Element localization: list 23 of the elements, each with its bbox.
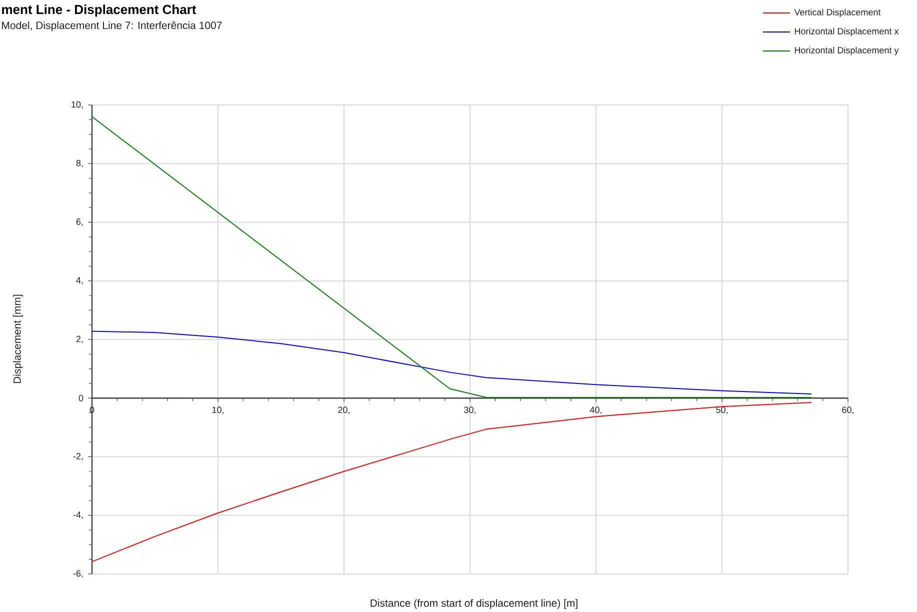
y-tick-label: 6, xyxy=(76,218,83,226)
x-tick-label: 40, xyxy=(590,406,602,414)
chart-subtitle: Model, Displacement Line 7: Interferência 1007 xyxy=(2,21,222,32)
y-tick-label: -4, xyxy=(73,512,83,520)
legend-label: Horizontal Displacement x xyxy=(794,28,899,36)
legend-label: Horizontal Displacement y xyxy=(794,46,899,56)
legend-label: Vertical Displacement xyxy=(794,8,881,18)
x-tick-label: 20, xyxy=(338,406,350,414)
chart-title: ment Line - Displacement Chart xyxy=(2,4,196,17)
y-tick-label: -6, xyxy=(73,570,83,578)
y-tick-label: 10, xyxy=(72,101,83,109)
y-tick-label: 0 xyxy=(78,394,84,402)
y-axis-title: Displacement [mm] xyxy=(13,294,23,384)
x-axis-title: Distance (from start of displacement line) [m] xyxy=(370,599,578,609)
y-tick-label: 4, xyxy=(76,277,83,285)
line-series xyxy=(92,330,812,395)
x-tick-label: 60, xyxy=(842,406,854,414)
y-tick-label: 2, xyxy=(76,336,83,344)
y-tick-label: -2, xyxy=(73,453,83,460)
y-tick-label: 8, xyxy=(76,160,83,168)
x-tick-label: 30, xyxy=(464,406,476,414)
x-tick-label: 10, xyxy=(212,406,224,414)
line-series xyxy=(92,402,812,562)
